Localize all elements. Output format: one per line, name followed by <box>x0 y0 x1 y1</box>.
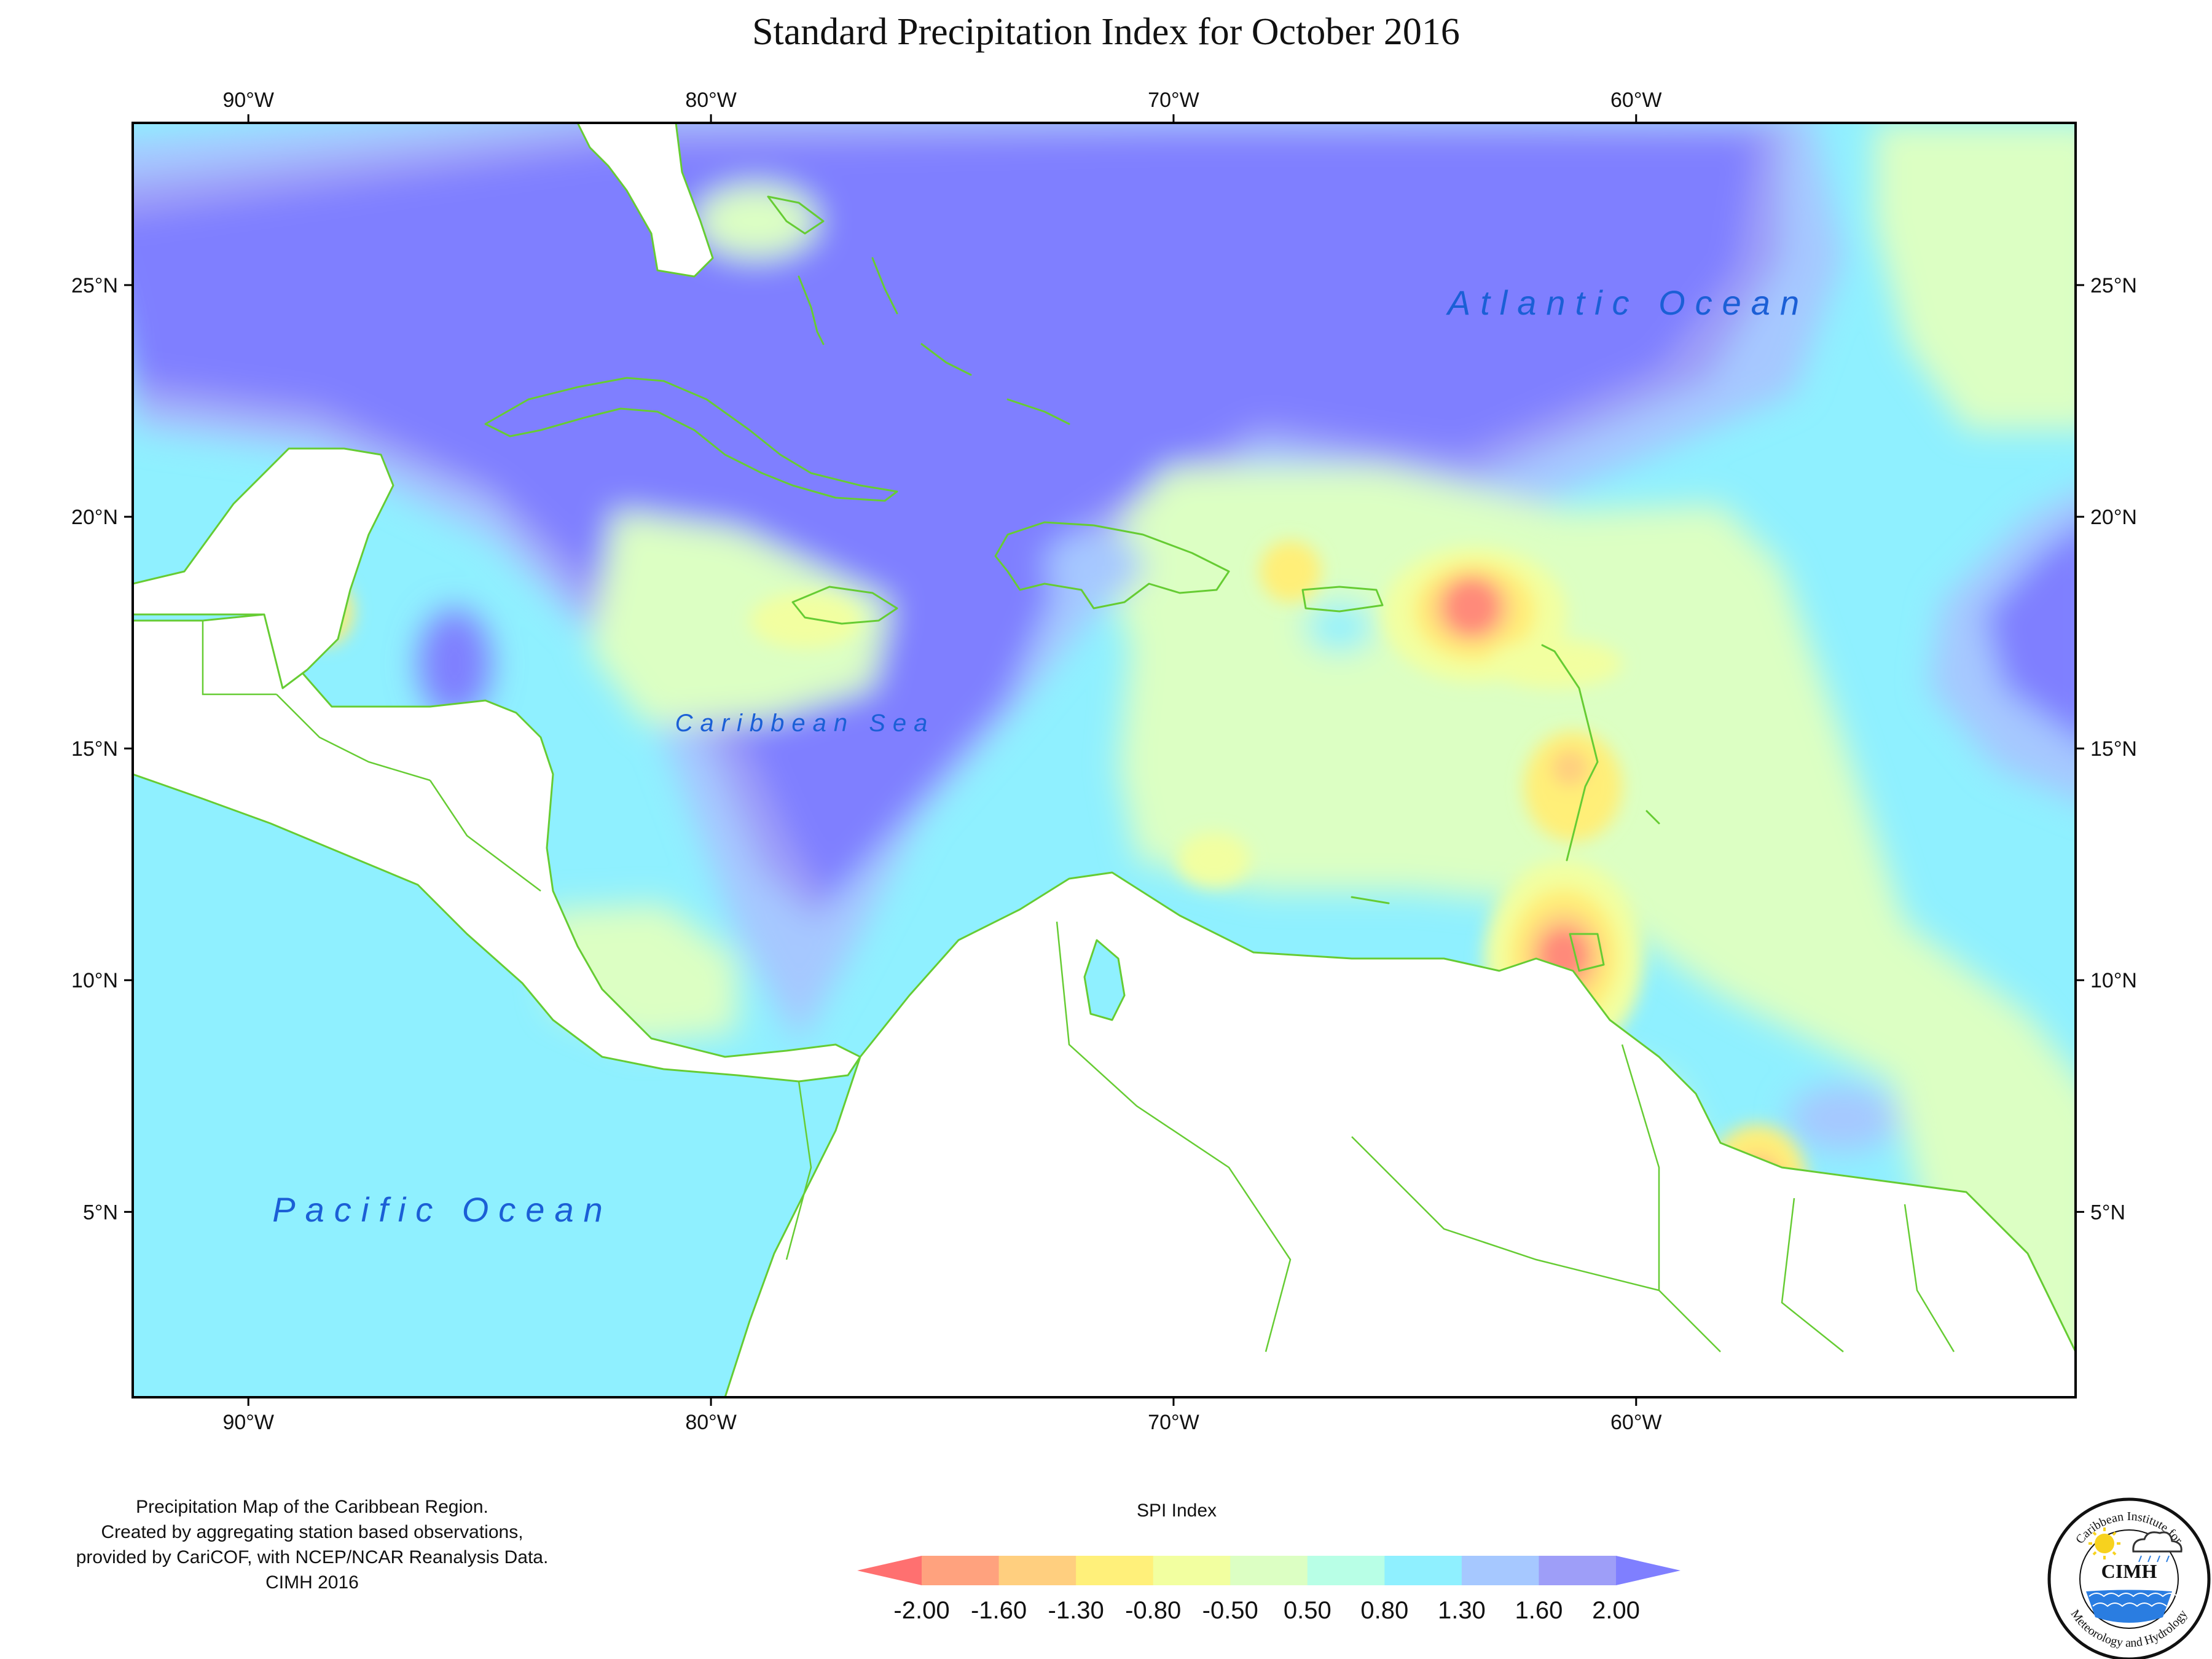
border-guatemala <box>202 621 276 696</box>
cloud-icon <box>2132 1531 2183 1563</box>
map-frame <box>131 122 2077 1398</box>
island-cuba <box>484 377 898 502</box>
island-puerto-rico <box>1301 586 1384 613</box>
colorbar-segment-0 <box>922 1556 1000 1585</box>
border-guyana-suriname <box>1781 1198 1844 1352</box>
colorbar-segment-8 <box>1539 1556 1617 1585</box>
axis-ticks: 90°W 90°W 80°W 80°W 70°W 70°W 60°W 60°W 25°N 25°N… <box>71 88 2137 1434</box>
lat-label-left-3: 10°N <box>71 969 118 992</box>
island-trinidad <box>1569 933 1605 972</box>
colorbar-segment-4 <box>1230 1556 1308 1585</box>
island-jamaica <box>791 586 898 625</box>
colorbar-segment-7 <box>1461 1556 1539 1585</box>
map-title: Standard Precipitation Index for October… <box>752 11 1460 53</box>
footnote-line-2: Created by aggregating station based obs… <box>101 1522 523 1542</box>
legend-title: SPI Index <box>1137 1500 1217 1521</box>
colorbar-label-0: -2.00 <box>893 1597 949 1624</box>
cimh-logo: Caribbean Institute for Meteorology and … <box>2047 1497 2211 1659</box>
lon-label-top-2: 70°W <box>1148 88 1199 112</box>
colorbar-segment-5 <box>1307 1556 1385 1585</box>
colorbar-arrow-low <box>857 1556 922 1585</box>
land-yucatan <box>133 447 394 689</box>
colorbar-segment-1 <box>998 1556 1077 1585</box>
lat-label-left-4: 5°N <box>83 1201 118 1224</box>
colorbar-segment-3 <box>1153 1556 1231 1585</box>
lat-label-right-1: 20°N <box>2090 506 2137 529</box>
lon-label-top-3: 60°W <box>1610 88 1662 112</box>
lat-label-left-1: 20°N <box>71 506 118 529</box>
island-bahamas-3 <box>871 257 898 315</box>
spi-colorbar: -2.00 -1.60 -1.30 -0.80 -0.50 0.50 0.80 1.30 1.6… <box>857 1556 1681 1624</box>
island-bahamas-1 <box>767 195 825 235</box>
spi-field <box>133 123 2076 1397</box>
colorbar-label-5: 0.50 <box>1284 1597 1332 1624</box>
country-borders <box>202 621 1955 1352</box>
waves-icon <box>2086 1590 2178 1623</box>
lon-label-bottom-1: 80°W <box>685 1411 737 1434</box>
land-florida <box>576 123 714 278</box>
logo-center-text: CIMH <box>2101 1560 2157 1582</box>
lat-label-right-4: 5°N <box>2090 1201 2125 1224</box>
border-colombia-panama <box>785 1081 812 1260</box>
lat-label-right-2: 15°N <box>2090 737 2137 761</box>
border-venezuela-guyana <box>1621 1044 1721 1352</box>
border-brazil <box>1351 1136 1660 1292</box>
ocean-label-atlantic: Atlantic Ocean <box>1446 283 1809 322</box>
lon-label-bottom-3: 60°W <box>1610 1411 1662 1434</box>
border-suriname-guiana <box>1904 1204 1955 1352</box>
colorbar-segment-2 <box>1076 1556 1154 1585</box>
colorbar-label-4: -0.50 <box>1202 1597 1258 1624</box>
island-turks <box>1006 398 1070 425</box>
island-bahamas-4 <box>920 343 972 376</box>
island-lesser-antilles <box>1541 644 1599 861</box>
border-colombia-venezuela <box>1056 921 1292 1352</box>
lat-label-left-2: 15°N <box>71 737 118 761</box>
lat-label-left-0: 25°N <box>71 274 118 297</box>
colorbar-label-8: 1.60 <box>1515 1597 1563 1624</box>
colorbar-label-3: -0.80 <box>1125 1597 1181 1624</box>
island-outlines <box>484 195 1660 972</box>
lake-maracaibo <box>1083 939 1126 1021</box>
colorbar-label-1: -1.60 <box>971 1597 1027 1624</box>
lat-label-right-0: 25°N <box>2090 274 2137 297</box>
ocean-label-pacific: Pacific Ocean <box>272 1190 613 1229</box>
footnote: Precipitation Map of the Caribbean Regio… <box>76 1497 549 1593</box>
land-masses <box>133 123 2076 1397</box>
ocean-label-caribbean: Caribbean Sea <box>675 710 935 737</box>
lat-label-right-3: 10°N <box>2090 969 2137 992</box>
colorbar-arrow-high <box>1616 1556 1681 1585</box>
colorbar-segment-6 <box>1384 1556 1462 1585</box>
colorbar-label-9: 2.00 <box>1592 1597 1640 1624</box>
colorbar-label-7: 1.30 <box>1438 1597 1486 1624</box>
colorbar-label-2: -1.30 <box>1048 1597 1104 1624</box>
island-aruba-curacao <box>1351 896 1390 904</box>
lon-label-top-1: 80°W <box>685 88 737 112</box>
land-south-america <box>724 871 2076 1397</box>
footnote-line-3: provided by CariCOF, with NCEP/NCAR Rean… <box>76 1547 549 1567</box>
footnote-line-4: CIMH 2016 <box>265 1572 359 1593</box>
island-barbados <box>1645 810 1660 825</box>
lon-label-bottom-0: 90°W <box>222 1411 274 1434</box>
border-nicaragua <box>429 780 541 892</box>
island-hispaniola <box>994 521 1230 610</box>
colorbar-label-6: 0.80 <box>1360 1597 1408 1624</box>
lon-label-bottom-2: 70°W <box>1148 1411 1199 1434</box>
island-bahamas-2 <box>798 275 825 345</box>
border-honduras <box>276 694 431 782</box>
sun-icon <box>2088 1528 2120 1559</box>
land-central-america <box>133 613 861 1083</box>
footnote-line-1: Precipitation Map of the Caribbean Regio… <box>136 1497 488 1517</box>
lon-label-top-0: 90°W <box>222 88 274 112</box>
